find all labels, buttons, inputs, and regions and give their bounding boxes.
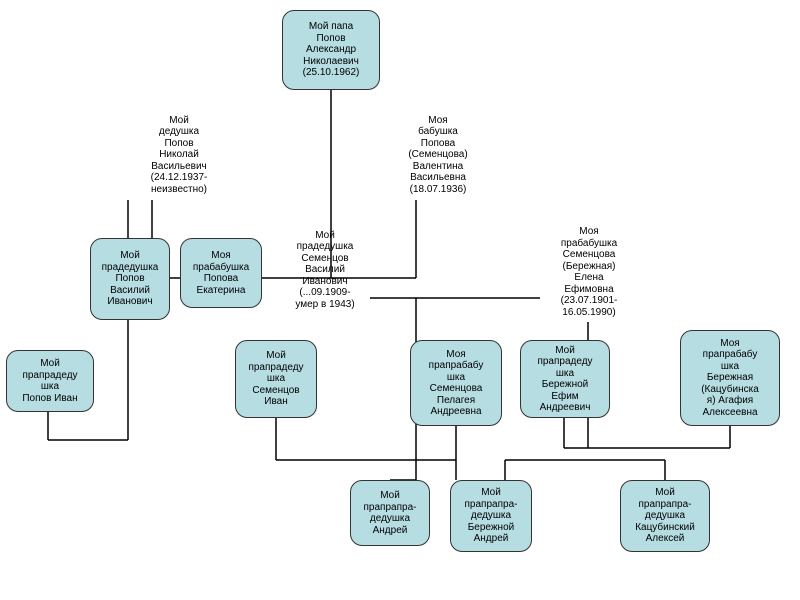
- tree-node-ppp_andrey: Мой прапрапра- дедушка Андрей: [350, 480, 430, 546]
- tree-node-prabab_popova: Моя прабабушка Попова Екатерина: [180, 238, 262, 308]
- tree-node-pp_sementsova_pelageya: Моя прапрабабу шка Семенцова Пелагея Анд…: [410, 340, 502, 426]
- tree-node-ppp_katsubinsky: Мой прапрапра- дедушка Кацубинский Алекс…: [620, 480, 710, 552]
- tree-node-praded_sementsov: Мой прадедушка Семенцов Василий Иванович…: [280, 222, 370, 318]
- tree-node-label: Моя прабабушка Попова Екатерина: [193, 250, 249, 296]
- tree-node-ppp_berezhnoy_andrey: Мой прапрапра- дедушка Бережной Андрей: [450, 480, 532, 552]
- tree-node-label: Моя прапрабабу шка Семенцова Пелагея Анд…: [429, 349, 484, 418]
- tree-node-label: Мой прапрапра- дедушка Кацубинский Алекс…: [635, 487, 695, 545]
- tree-node-label: Мой прапрапра- дедушка Андрей: [364, 490, 417, 536]
- tree-node-label: Мой дедушка Попов Николай Васильевич (24…: [151, 115, 208, 196]
- tree-node-label: Мой прапрадеду шка Попов Иван: [22, 358, 77, 404]
- tree-node-dedushka: Мой дедушка Попов Николай Васильевич (24…: [134, 110, 224, 200]
- tree-node-babushka: Моя бабушка Попова (Семенцова) Валентина…: [388, 110, 488, 200]
- tree-node-praded_popov: Мой прадедушка Попов Василий Иванович: [90, 238, 170, 320]
- tree-node-label: Мой прадедушка Попов Василий Иванович: [102, 250, 159, 308]
- tree-node-pp_berezhnaya_agafia: Моя прапрабабу шка Бережная (Кацубинска …: [680, 330, 780, 426]
- tree-node-label: Мой прадедушка Семенцов Василий Иванович…: [295, 230, 354, 311]
- tree-node-prabab_sementsova: Моя прабабушка Семенцова (Бережная) Елен…: [540, 222, 638, 322]
- family-tree-canvas: Мой папа Попов Александр Николаевич (25.…: [0, 0, 800, 600]
- tree-node-pp_sementsov_ivan: Мой прапрадеду шка Семенцов Иван: [235, 340, 317, 418]
- tree-node-label: Мой папа Попов Александр Николаевич (25.…: [303, 21, 360, 79]
- tree-node-label: Моя прабабушка Семенцова (Бережная) Елен…: [561, 226, 618, 318]
- tree-node-label: Мой прапрапра- дедушка Бережной Андрей: [465, 487, 518, 545]
- tree-node-label: Моя прапрабабу шка Бережная (Кацубинска …: [701, 338, 759, 419]
- tree-node-label: Мой прапрадеду шка Семенцов Иван: [248, 350, 303, 408]
- tree-node-papa: Мой папа Попов Александр Николаевич (25.…: [282, 10, 380, 90]
- tree-node-pp_popov_ivan: Мой прапрадеду шка Попов Иван: [6, 350, 94, 412]
- tree-node-label: Моя бабушка Попова (Семенцова) Валентина…: [408, 115, 467, 196]
- tree-node-label: Мой прапрадеду шка Бережной Ефим Андреев…: [537, 345, 592, 414]
- tree-node-pp_berezhnoy_efim: Мой прапрадеду шка Бережной Ефим Андреев…: [520, 340, 610, 418]
